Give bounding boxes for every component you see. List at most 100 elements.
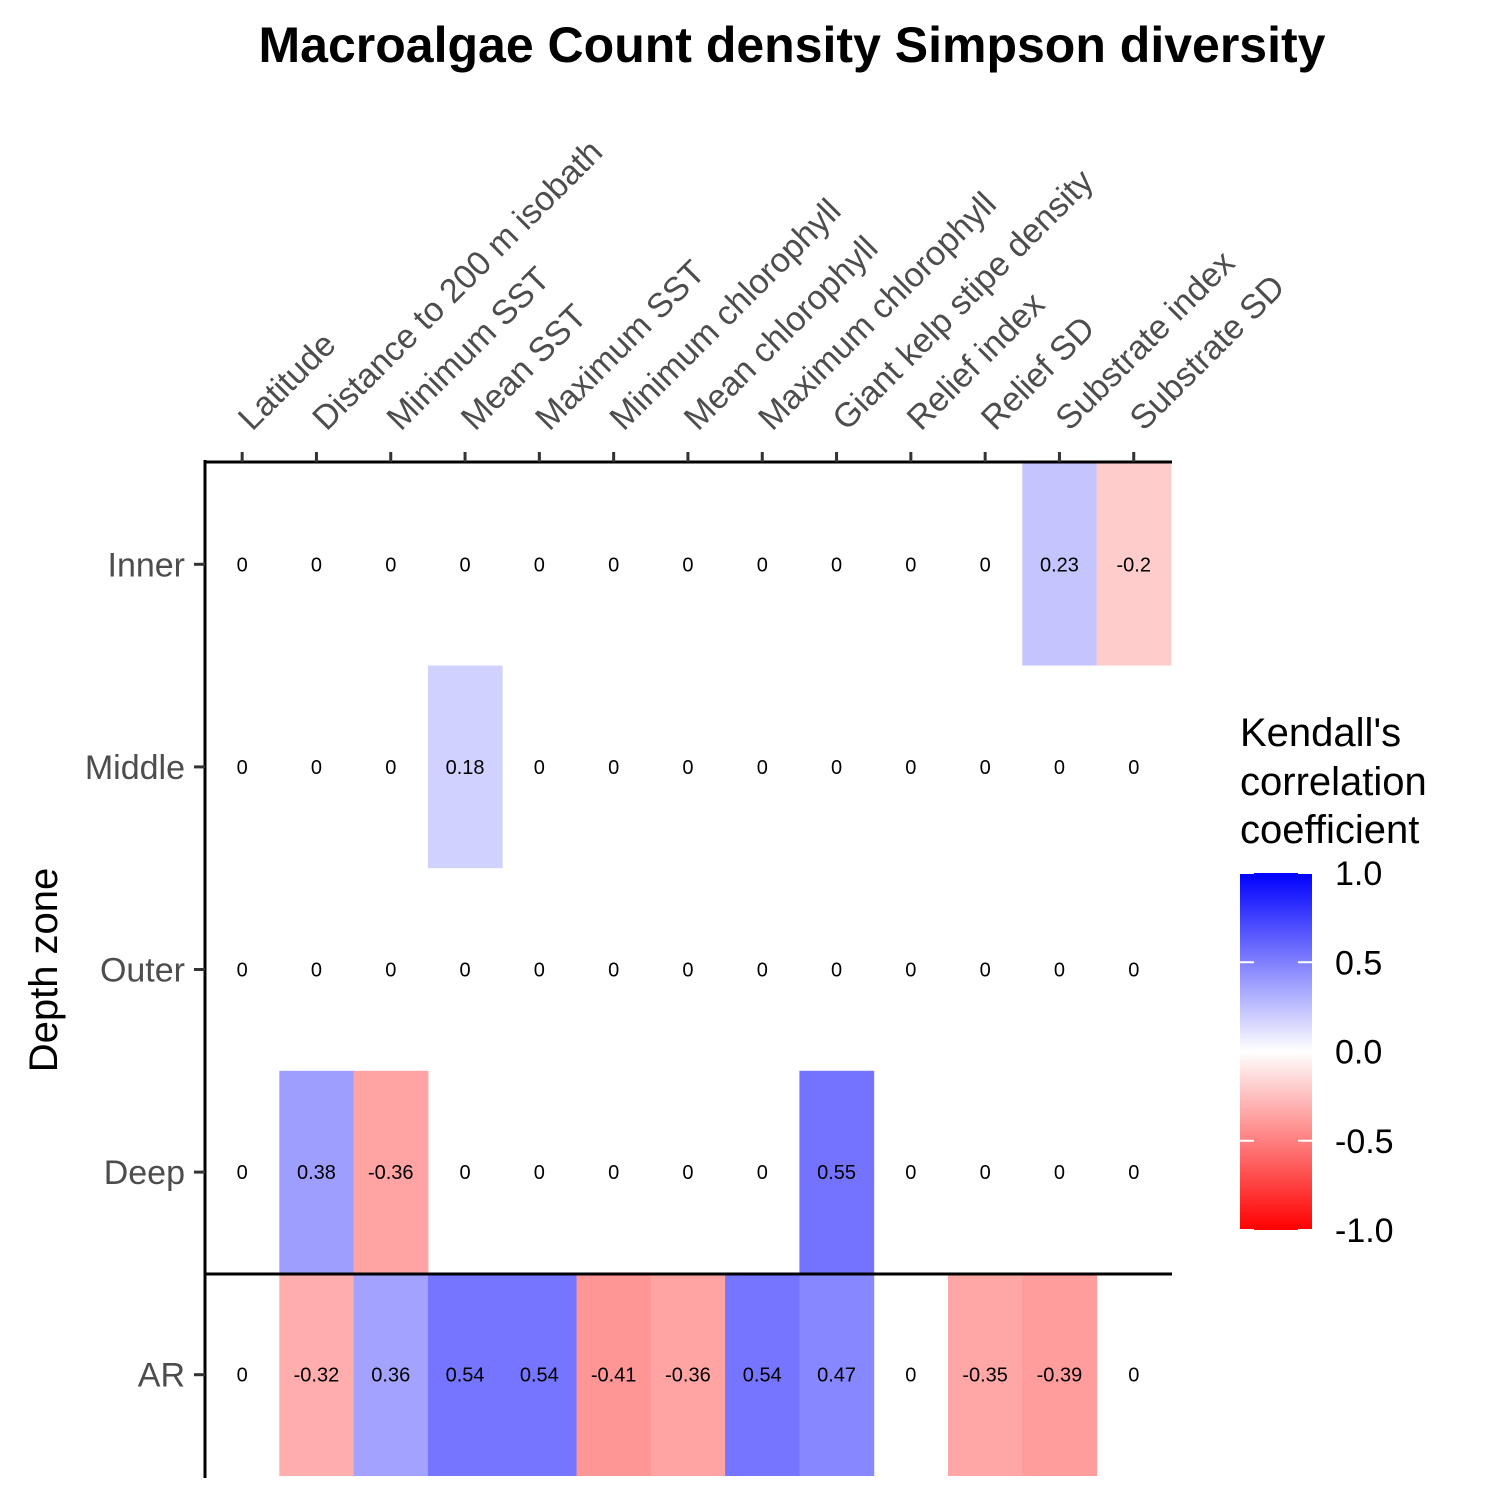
heatmap-cell xyxy=(948,1273,1023,1476)
legend-title-line-3: coefficient xyxy=(1240,808,1419,852)
cell-value-label: 0.38 xyxy=(297,1162,336,1184)
cell-value-label: 0 xyxy=(682,757,693,779)
legend-tick-label: 1.0 xyxy=(1335,855,1382,893)
y-tick-label: Outer xyxy=(100,952,185,990)
cell-value-label: 0.47 xyxy=(817,1365,856,1387)
cell-value-label: 0 xyxy=(905,960,916,982)
cell-value-label: 0 xyxy=(237,757,248,779)
cell-value-label: 0 xyxy=(1054,1162,1065,1184)
cell-value-label: 0 xyxy=(757,960,768,982)
heatmap-cell xyxy=(799,1070,875,1274)
cell-value-label: -0.36 xyxy=(368,1162,414,1184)
legend-tick-label: -1.0 xyxy=(1335,1212,1394,1250)
cell-value-label: 0 xyxy=(459,554,470,576)
heatmap-cells xyxy=(279,463,1172,1476)
cell-value-label: 0 xyxy=(757,1162,768,1184)
cell-value-label: 0.54 xyxy=(743,1365,782,1387)
cell-value-label: 0 xyxy=(905,1365,916,1387)
heatmap-cell xyxy=(279,1273,355,1476)
y-tick-label: Deep xyxy=(104,1154,185,1192)
cell-value-label: 0 xyxy=(608,960,619,982)
cell-value-label: 0 xyxy=(608,554,619,576)
cell-value-label: 0 xyxy=(1054,960,1065,982)
cell-value-label: -0.39 xyxy=(1037,1365,1083,1387)
heatmap-cell xyxy=(279,1070,355,1274)
cell-value-label: 0 xyxy=(1128,1162,1139,1184)
cell-value-label: -0.41 xyxy=(591,1365,637,1387)
cell-value-label: -0.2 xyxy=(1117,554,1151,576)
y-ticks: Inner Middle Outer Deep AR xyxy=(85,546,205,1395)
cell-value-label: 0 xyxy=(385,757,396,779)
cell-value-label: 0 xyxy=(534,554,545,576)
cell-value-label: 0 xyxy=(757,554,768,576)
heatmap-cell-labels: 0 0 0 0 0 0 0 0 0 0 0 0.23 -0.2 0 0 0 0.18 0 0 0 0 0 0 0 0 0 0 0 0 0 0… xyxy=(237,554,1151,1386)
cell-value-label: 0 xyxy=(237,1162,248,1184)
cell-value-label: 0.54 xyxy=(446,1365,485,1387)
heatmap-cell xyxy=(1022,463,1098,666)
cell-value-label: 0 xyxy=(682,1162,693,1184)
cell-value-label: 0.18 xyxy=(446,757,485,779)
cell-value-label: 0 xyxy=(1128,757,1139,779)
cell-value-label: 0 xyxy=(534,960,545,982)
cell-value-label: 0 xyxy=(1054,757,1065,779)
cell-value-label: -0.32 xyxy=(294,1365,340,1387)
y-tick-label: Middle xyxy=(85,749,185,787)
cell-value-label: 0 xyxy=(831,554,842,576)
cell-value-label: 0 xyxy=(534,1162,545,1184)
cell-value-label: 0 xyxy=(980,960,991,982)
y-axis-title: Depth zone xyxy=(22,868,66,1073)
cell-value-label: 0 xyxy=(905,757,916,779)
legend-tick-label: 0.5 xyxy=(1335,944,1382,982)
heatmap-cell xyxy=(650,1273,726,1476)
cell-value-label: 0.54 xyxy=(520,1365,559,1387)
heatmap-cell xyxy=(353,1070,429,1274)
cell-value-label: -0.35 xyxy=(962,1365,1008,1387)
color-legend: Kendall's correlation coefficient 1.0 0.5… xyxy=(1240,711,1427,1250)
legend-tick-label: 0.0 xyxy=(1335,1034,1382,1072)
cell-value-label: 0 xyxy=(237,554,248,576)
legend-title-line-1: Kendall's xyxy=(1240,711,1401,755)
heatmap-cell xyxy=(576,1273,652,1476)
y-tick-label: AR xyxy=(138,1357,185,1395)
cell-value-label: 0.36 xyxy=(371,1365,410,1387)
cell-value-label: 0 xyxy=(459,1162,470,1184)
cell-value-label: 0 xyxy=(1128,1365,1139,1387)
heatmap-cell xyxy=(799,1273,875,1476)
cell-value-label: -0.36 xyxy=(665,1365,711,1387)
cell-value-label: 0 xyxy=(311,960,322,982)
cell-value-label: 0 xyxy=(682,554,693,576)
legend-ticks: 1.0 0.5 0.0 -0.5 -1.0 xyxy=(1240,855,1394,1250)
cell-value-label: 0 xyxy=(608,1162,619,1184)
legend-tick-label: -0.5 xyxy=(1335,1123,1394,1161)
cell-value-label: 0 xyxy=(311,554,322,576)
cell-value-label: 0 xyxy=(237,960,248,982)
chart-title: Macroalgae Count density Simpson diversi… xyxy=(259,17,1326,73)
cell-value-label: 0 xyxy=(608,757,619,779)
cell-value-label: 0 xyxy=(682,960,693,982)
cell-value-label: 0 xyxy=(980,1162,991,1184)
cell-value-label: 0 xyxy=(980,554,991,576)
cell-value-label: 0 xyxy=(757,757,768,779)
cell-value-label: 0 xyxy=(831,960,842,982)
cell-value-label: 0 xyxy=(385,960,396,982)
cell-value-label: 0 xyxy=(980,757,991,779)
cell-value-label: 0 xyxy=(831,757,842,779)
heatmap-cell xyxy=(725,1273,800,1476)
legend-title-line-2: correlation xyxy=(1240,760,1427,804)
cell-value-label: 0 xyxy=(1128,960,1139,982)
cell-value-label: 0 xyxy=(385,554,396,576)
heatmap-cell xyxy=(427,665,503,869)
cell-value-label: 0 xyxy=(459,960,470,982)
cell-value-label: 0 xyxy=(905,1162,916,1184)
heatmap-cell xyxy=(1096,463,1172,666)
cell-value-label: 0 xyxy=(311,757,322,779)
cell-value-label: 0 xyxy=(534,757,545,779)
heatmap-cell xyxy=(353,1273,429,1476)
heatmap-cell xyxy=(1022,1273,1098,1476)
cell-value-label: 0.23 xyxy=(1040,554,1079,576)
cell-value-label: 0 xyxy=(237,1365,248,1387)
cell-value-label: 0 xyxy=(905,554,916,576)
heatmap-cell xyxy=(502,1273,577,1476)
